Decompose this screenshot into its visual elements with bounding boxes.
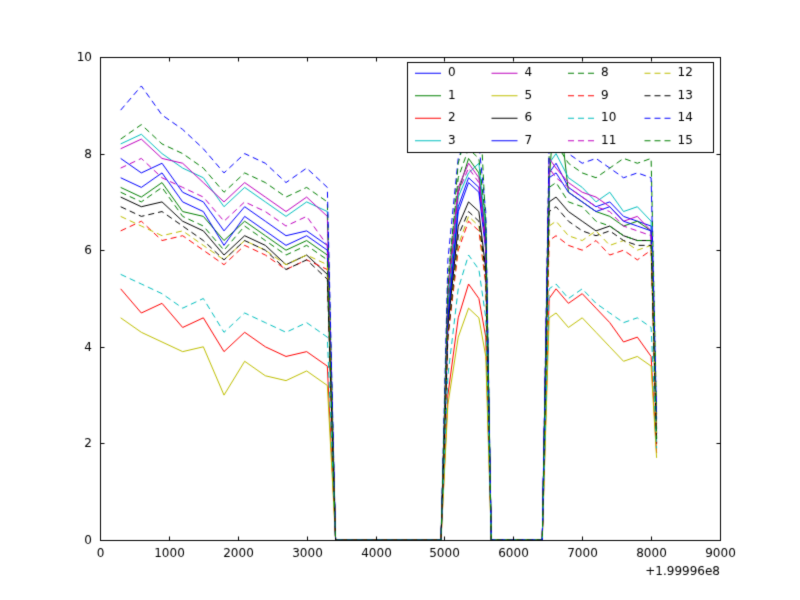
figure: Data file: modeM0/AS1G05_104T01_90000004… — [0, 0, 800, 600]
chart-canvas — [0, 0, 800, 600]
